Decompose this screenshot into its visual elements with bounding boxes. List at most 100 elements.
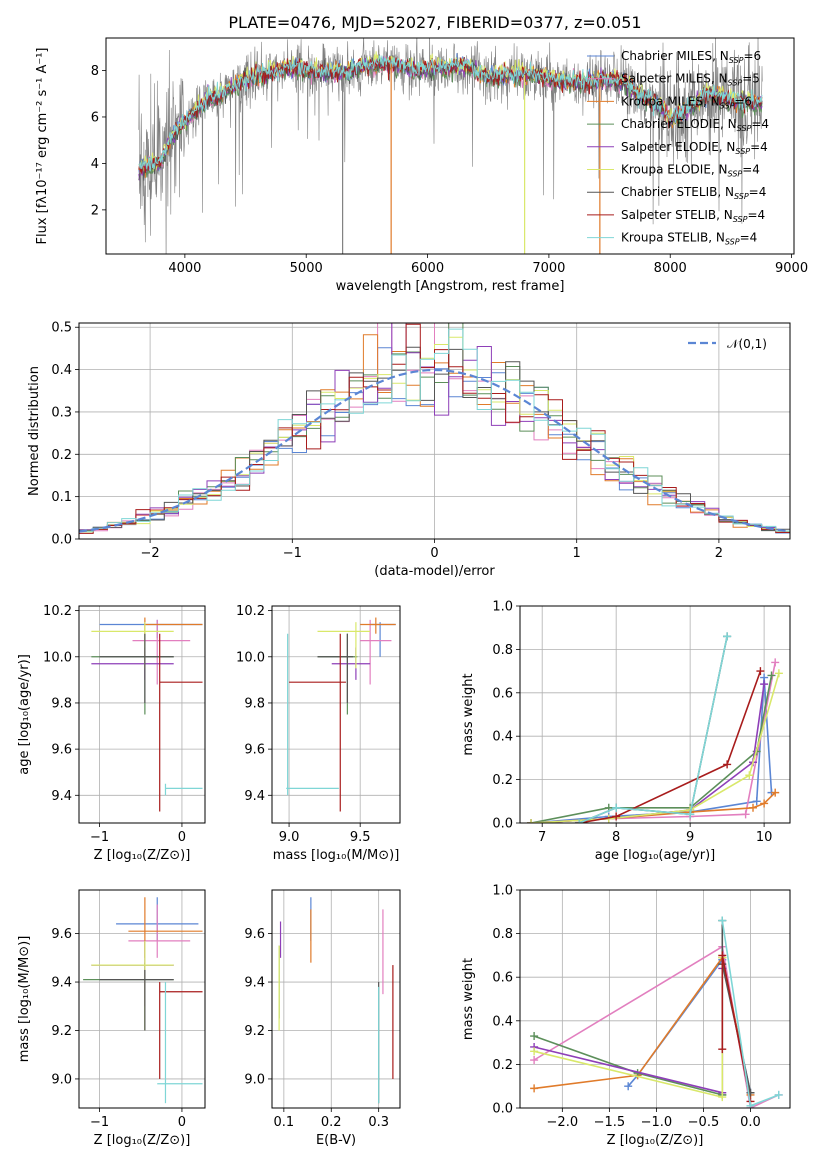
y-tick-label: 9.0 (244, 1072, 265, 1087)
y-tick-label: 0.0 (492, 817, 513, 832)
legend-label: Salpeter STELIB, N (621, 208, 733, 222)
axes-frame (271, 889, 401, 1109)
weight-marker (746, 1101, 755, 1108)
weight-marker (756, 667, 765, 676)
y-tick-label: 9.8 (51, 696, 72, 711)
legend-entry: Chabrier STELIB, NSSP=4 (621, 185, 766, 201)
x-axis-label: Z [log₁₀(Z/Z⊙)] (94, 1133, 191, 1148)
x-tick-label: 9.5 (350, 830, 371, 845)
weight-marker (723, 632, 732, 641)
y-axis-label: age [log₁₀(age/yr)] (17, 654, 32, 775)
weight-marker (723, 760, 732, 769)
weight-marker (530, 1047, 539, 1056)
weight-series-line (578, 636, 728, 823)
y-axis-label: mass [log₁₀(M/M⊙)] (17, 936, 32, 1063)
y-tick-label: 10.0 (236, 650, 265, 665)
legend-entry: 𝒩(0,1) (727, 337, 767, 351)
x-axis-label: E(B-V) (316, 1133, 356, 1148)
plot-area-residuals (79, 323, 790, 534)
legend-subscript: SSP (728, 170, 743, 179)
y-tick-label: 4 (91, 157, 99, 172)
y-tick-label: 9.4 (244, 789, 265, 804)
x-tick-label: 2 (715, 546, 723, 561)
weight-marker (527, 819, 536, 823)
legend-value: =5 (742, 72, 760, 86)
weight-marker (686, 810, 695, 819)
plot-area-age-vs-Z (91, 617, 203, 812)
axes-frame (519, 605, 791, 824)
y-tick-label: 0.3 (51, 405, 72, 420)
x-tick-label: −0.5 (688, 1115, 720, 1130)
y-tick-label: 9.4 (51, 976, 72, 991)
x-tick-label: 0.1 (274, 1115, 295, 1130)
axes-frame (78, 605, 206, 824)
legend-entry: Kroupa STELIB, NSSP=4 (621, 231, 757, 247)
axes-frame (271, 605, 401, 824)
weight-marker (612, 812, 621, 821)
weight-marker (530, 1084, 539, 1093)
legend-value: =4 (742, 163, 760, 177)
legend-entry: Kroupa ELODIE, NSSP=4 (621, 163, 760, 179)
x-tick-label: 7000 (532, 261, 565, 276)
legend-value: =4 (747, 208, 765, 222)
chart-title: PLATE=0476, MJD=52027, FIBERID=0377, z=0… (228, 13, 641, 32)
legend-value: =4 (751, 117, 769, 131)
legend-entry: Chabrier ELODIE, NSSP=4 (621, 117, 769, 133)
legend-entry: Salpeter STELIB, NSSP=4 (621, 208, 765, 224)
x-tick-label: 0.2 (321, 1115, 342, 1130)
legend-subscript: SSP (737, 124, 752, 133)
weight-marker (718, 1093, 727, 1102)
weight-marker (749, 803, 758, 812)
legend-subscript: SSP (720, 101, 735, 110)
y-tick-label: 0.0 (51, 533, 72, 548)
plot-area-spectrum (138, 38, 763, 254)
legend-label: Chabrier STELIB, N (621, 185, 734, 199)
weight-marker (760, 680, 769, 689)
residual-histogram (79, 346, 790, 532)
legend-value: =4 (750, 140, 768, 154)
y-tick-label: 0.1 (51, 490, 72, 505)
weight-series-line (579, 670, 762, 823)
axes-age-vs-mass: 9.0 9.5 9.4 9.6 9.8 10.0 10.2 mass [log₁₀(M/M⊙)… (236, 604, 401, 863)
legend-label: Kroupa STELIB, N (621, 231, 725, 245)
legend-entry: Salpeter MILES, NSSP=5 (621, 72, 760, 88)
y-tick-label: 1.0 (492, 884, 513, 899)
weight-marker (612, 803, 621, 812)
x-axis-label: wavelength [Angstrom, rest frame] (336, 279, 565, 294)
axes-frame (78, 322, 791, 540)
plot-area-mass-vs-Z (83, 897, 203, 1104)
plot-area-weight-vs-Z (530, 916, 783, 1108)
x-tick-label: 0.3 (368, 1115, 389, 1130)
x-tick-label: −1 (90, 830, 109, 845)
x-tick-label: 0 (178, 1115, 186, 1130)
weight-marker (624, 1082, 633, 1091)
y-axis-label: mass weight (461, 958, 476, 1040)
axes-weight-vs-Z: −2.0 −1.5 −1.0 −0.5 0.0 0.0 0.2 0.4 0.6 0.8 1.0 Z [… (461, 884, 791, 1148)
x-axis-label: (data-model)/error (374, 564, 495, 579)
legend-label: Salpeter MILES, N (621, 72, 728, 86)
x-tick-label: −1 (90, 1115, 109, 1130)
y-axis-label: Flux [fλ10⁻¹⁷ erg cm⁻² s⁻¹ A⁻¹] (35, 48, 50, 245)
x-axis-label: Z [log₁₀(Z/Z⊙)] (607, 1133, 704, 1148)
axes-residuals: −2 −1 0 1 2 0.0 0.1 0.2 0.3 0.4 0.5 (data-model)/er… (27, 321, 791, 579)
y-tick-label: 9.4 (51, 789, 72, 804)
residual-histogram (79, 328, 790, 532)
legend-value: =4 (740, 231, 758, 245)
x-tick-label: 9000 (775, 261, 808, 276)
axes-frame (105, 37, 795, 255)
residual-histogram (79, 323, 790, 532)
plot-area-mass-vs-EBV (278, 897, 394, 1104)
y-tick-label: 0.2 (492, 1058, 513, 1073)
weight-marker (530, 1056, 539, 1065)
weight-marker (771, 658, 780, 667)
x-axis-label: mass [log₁₀(M/M⊙)] (273, 848, 400, 863)
y-tick-label: 9.2 (244, 1024, 265, 1039)
x-tick-label: 6000 (411, 261, 444, 276)
plot-area-weight-vs-age (527, 632, 783, 823)
legend-label: Chabrier MILES, N (621, 49, 729, 63)
legend-label: Chabrier ELODIE, N (621, 117, 737, 131)
legend-entry: Salpeter ELODIE, NSSP=4 (621, 140, 768, 156)
x-tick-label: −1.5 (594, 1115, 626, 1130)
